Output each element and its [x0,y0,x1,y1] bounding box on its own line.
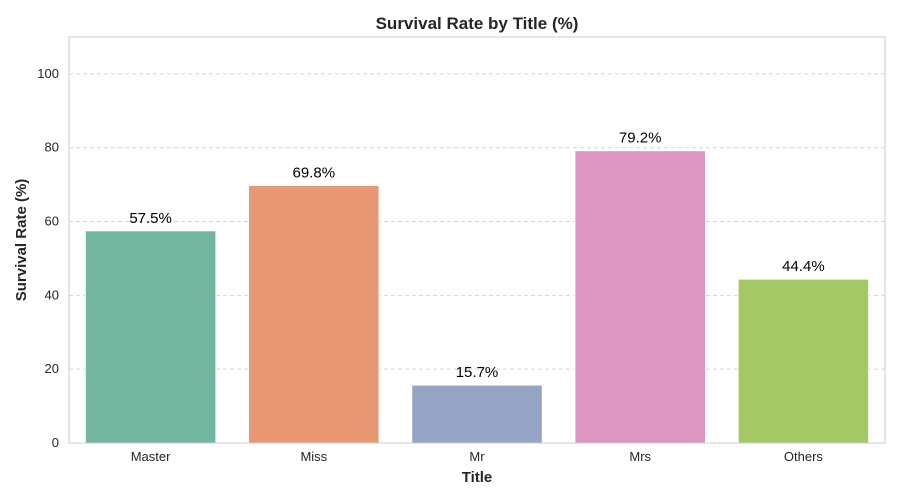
data-labels: 57.5% 69.8% 15.7% 79.2% 44.4% [129,130,824,381]
bar-master [84,230,217,444]
y-tick-label: 0 [52,435,59,450]
data-label-master: 57.5% [129,210,172,227]
data-label-mrs: 79.2% [619,130,662,147]
y-tick-label: 20 [45,361,59,376]
y-axis-ticks: 0 20 40 60 80 100 [37,66,59,450]
x-tick-label: Mr [469,449,485,464]
y-tick-label: 80 [45,140,59,155]
x-tick-label: Miss [300,449,327,464]
x-tick-label: Mrs [629,449,651,464]
x-axis-label: Title [462,469,493,486]
bar-mrs [574,150,706,444]
x-tick-label: Others [784,449,824,464]
y-tick-label: 40 [45,287,59,302]
plot-frame [68,36,886,444]
bar-miss [248,184,380,444]
data-label-mr: 15.7% [456,364,499,381]
bar-others [737,278,870,444]
y-tick-label: 60 [45,214,59,229]
x-axis-ticks: Master Miss Mr Mrs Others [131,449,824,464]
data-label-miss: 69.8% [293,164,336,181]
y-axis-label: Survival Rate (%) [13,179,30,302]
y-tick-label: 100 [37,66,59,81]
bars [84,150,870,444]
bar-mr [411,384,543,444]
data-label-others: 44.4% [782,258,825,275]
chart-title: Survival Rate by Title (%) [376,14,579,33]
x-tick-label: Master [131,449,171,464]
